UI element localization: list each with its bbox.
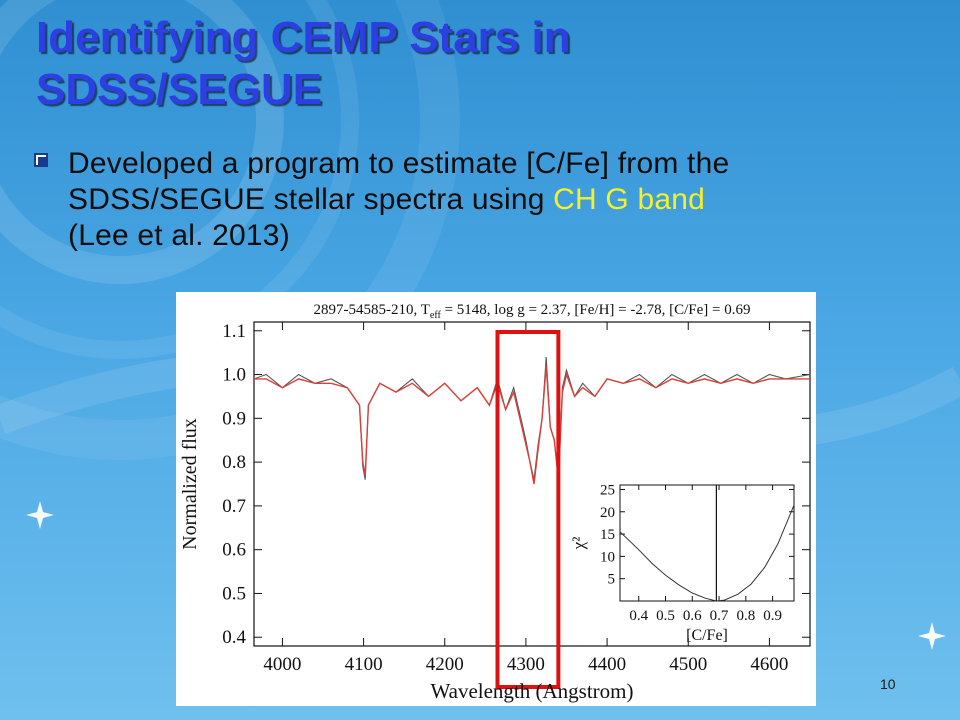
inset-y-tick-label: 15: [600, 527, 615, 543]
inset-y-tick-label: 10: [600, 549, 615, 565]
model-spectrum-line: [254, 365, 810, 485]
y-tick-label: 1.0: [222, 365, 246, 386]
inset-x-tick-label: 0.7: [710, 608, 729, 624]
sparkle-icon: [26, 501, 54, 529]
square-checkbox-icon: [34, 153, 48, 167]
slide-title-line2: SDSS/SEGUE: [36, 65, 323, 114]
inset-x-tick-label: 0.8: [736, 608, 755, 624]
chi-square-curve: [619, 504, 795, 602]
bullet-text-main: Developed a program to estimate [C/Fe] f…: [68, 147, 730, 216]
inset-y-tick-label: 20: [600, 505, 615, 521]
inset-y-tick-label: 5: [608, 572, 616, 588]
slide-title-line1: Identifying CEMP Stars in: [36, 13, 571, 62]
bullet-text: Developed a program to estimate [C/Fe] f…: [68, 146, 934, 254]
x-tick-label: 4500: [669, 654, 707, 675]
x-axis-label: Wavelength (Angstrom): [430, 679, 633, 703]
inset-frame: [619, 484, 795, 602]
y-tick-label: 0.7: [222, 496, 246, 517]
y-tick-label: 0.4: [222, 627, 246, 648]
bullet-highlight: CH G band: [553, 183, 706, 216]
inset-x-tick-label: 0.9: [763, 608, 782, 624]
page-number: 10: [880, 676, 896, 692]
x-tick-label: 4300: [507, 654, 545, 675]
inset-x-axis-label: [C/Fe]: [686, 627, 728, 644]
bullet-item: Developed a program to estimate [C/Fe] f…: [34, 146, 934, 254]
spectrum-title: 2897-54585-210, Teff = 5148, log g = 2.3…: [314, 302, 751, 321]
inset-x-tick-label: 0.4: [629, 608, 648, 624]
spectrum-figure: 4000 4100 4200 4300 4400 4500 4600 0.4 0.5 0.6 0.7…: [176, 292, 816, 706]
y-tick-label: 1.1: [222, 321, 246, 342]
inset-x-tick-label: 0.5: [656, 608, 675, 624]
x-tick-label: 4400: [588, 654, 626, 675]
slide-title: Identifying CEMP Stars in SDSS/SEGUE: [36, 12, 916, 116]
y-axis-label: Normalized flux: [179, 418, 201, 550]
y-tick-label: 0.6: [222, 540, 246, 561]
y-tick-label: 0.9: [222, 408, 246, 429]
x-tick-label: 4000: [263, 654, 301, 675]
inset-y-tick-label: 25: [600, 482, 615, 498]
observed-spectrum-line: [253, 356, 811, 480]
sparkle-icon: [918, 622, 946, 650]
inset-y-axis-label: χ²: [569, 537, 588, 551]
spectrum-chart: 4000 4100 4200 4300 4400 4500 4600 0.4 0.5 0.6 0.7…: [179, 302, 811, 703]
bullet-citation: (Lee et al. 2013): [68, 219, 290, 252]
y-tick-label: 0.8: [222, 452, 246, 473]
ch-gband-highlight-box: [495, 330, 561, 689]
plot-frame: [253, 321, 811, 647]
inset-x-tick-label: 0.6: [683, 608, 702, 624]
x-tick-label: 4100: [345, 654, 383, 675]
x-tick-label: 4600: [750, 654, 788, 675]
y-tick-label: 0.5: [222, 583, 246, 604]
x-tick-label: 4200: [426, 654, 464, 675]
